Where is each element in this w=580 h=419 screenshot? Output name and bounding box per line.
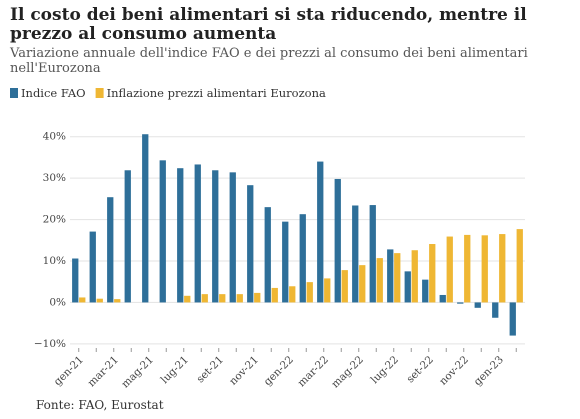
bar	[107, 197, 114, 303]
bar	[334, 178, 341, 303]
source-note: Fonte: FAO, Eurostat	[36, 398, 164, 412]
bar	[492, 302, 499, 318]
bar	[219, 294, 226, 303]
bar	[212, 170, 219, 303]
bar	[299, 214, 306, 303]
bar	[446, 236, 453, 303]
bar	[142, 134, 149, 303]
bar	[264, 207, 271, 303]
chart-title: Il costo dei beni alimentari si sta ridu…	[10, 5, 527, 44]
y-tick-label: 30%	[43, 172, 66, 184]
bar	[72, 258, 79, 303]
y-tick-label: 20%	[43, 214, 66, 226]
x-tick-label: nov-21	[227, 354, 261, 388]
bar	[159, 160, 166, 303]
bar	[124, 170, 131, 303]
x-tick-label: nov-22	[437, 354, 471, 388]
bar	[439, 294, 446, 303]
bar	[404, 271, 411, 303]
bar	[96, 298, 103, 303]
bar	[341, 270, 348, 303]
legend-swatch	[10, 88, 18, 98]
bar	[359, 265, 366, 303]
legend-swatch	[95, 88, 104, 98]
bar	[509, 302, 516, 336]
bar	[457, 302, 464, 304]
bar	[194, 164, 201, 303]
bar	[394, 253, 401, 303]
bar	[247, 185, 254, 303]
bar	[376, 258, 383, 303]
bar	[177, 168, 184, 303]
bar	[254, 292, 261, 303]
y-tick-label: 0%	[49, 296, 66, 308]
bar	[89, 231, 96, 303]
bar	[271, 287, 278, 303]
bar	[411, 250, 418, 303]
x-tick-label: mag-22	[329, 354, 366, 391]
x-tick-label: mag-21	[119, 354, 156, 391]
bar	[481, 235, 488, 303]
legend-label: Inflazione prezzi alimentari Eurozona	[107, 86, 326, 100]
bar	[369, 205, 376, 303]
bar	[229, 172, 236, 303]
bar	[352, 205, 359, 303]
x-tick-label: lug-22	[369, 354, 401, 386]
x-tick-label: set-22	[404, 354, 436, 386]
legend-label: Indice FAO	[21, 86, 86, 100]
y-tick-label: −10%	[34, 338, 66, 350]
bar	[184, 295, 191, 303]
y-tick-label: 40%	[43, 131, 66, 143]
x-tick-label: gen-22	[262, 354, 296, 388]
bar	[516, 229, 523, 303]
bar	[317, 161, 324, 303]
bar	[306, 282, 313, 303]
bar	[282, 221, 289, 303]
bar	[387, 249, 394, 303]
x-tick-label: gen-23	[472, 354, 506, 388]
bar	[79, 297, 86, 303]
bar	[324, 278, 331, 303]
bar	[114, 299, 121, 303]
x-tick-label: lug-21	[159, 354, 191, 386]
x-tick-label: set-21	[194, 354, 226, 386]
bar	[474, 302, 481, 308]
bar	[236, 294, 243, 303]
x-tick-label: gen-21	[52, 354, 86, 388]
y-tick-label: 10%	[43, 255, 66, 267]
chart-subtitle: Variazione annuale dell'indice FAO e dei…	[10, 46, 528, 76]
bar	[422, 279, 429, 303]
x-tick-label: mar-21	[86, 354, 121, 389]
bar	[289, 286, 296, 303]
bar	[201, 294, 208, 303]
bar	[464, 234, 471, 303]
bar	[429, 244, 436, 303]
bar	[499, 234, 506, 303]
x-tick-label: mar-22	[296, 354, 331, 389]
